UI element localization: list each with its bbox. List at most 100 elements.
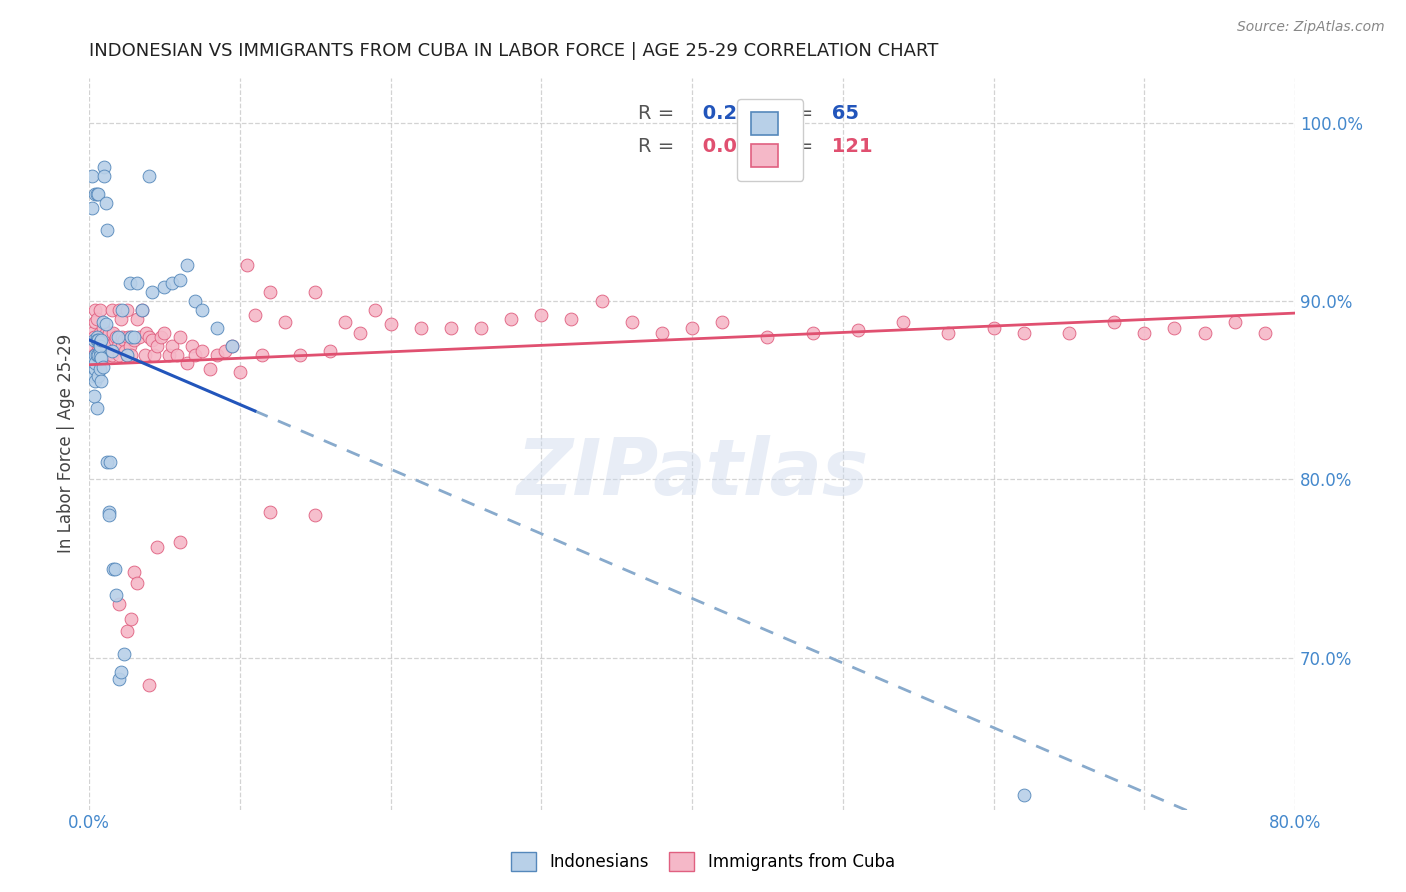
Point <box>229 365 252 379</box>
Point <box>112 333 135 347</box>
Point <box>87 333 110 347</box>
Point <box>111 302 134 317</box>
Point <box>100 347 122 361</box>
Point <box>86 347 108 361</box>
Text: N =: N = <box>776 103 820 122</box>
Point <box>86 311 108 326</box>
Point <box>983 320 1005 334</box>
Point <box>90 351 112 365</box>
Point <box>160 338 183 352</box>
Point <box>138 169 160 183</box>
Point <box>138 329 160 343</box>
Point <box>83 333 105 347</box>
Point <box>84 186 107 201</box>
Point <box>93 329 115 343</box>
Point <box>560 311 582 326</box>
Point <box>84 361 107 376</box>
Point <box>304 508 326 523</box>
Point <box>84 356 107 370</box>
Point <box>169 329 191 343</box>
Point <box>96 347 118 361</box>
Point <box>135 326 157 340</box>
Point <box>501 311 523 326</box>
Point <box>157 347 180 361</box>
Point <box>124 333 146 347</box>
Point <box>86 333 108 347</box>
Point <box>274 315 297 329</box>
Text: INDONESIAN VS IMMIGRANTS FROM CUBA IN LABOR FORCE | AGE 25-29 CORRELATION CHART: INDONESIAN VS IMMIGRANTS FROM CUBA IN LA… <box>89 42 938 60</box>
Point <box>440 320 463 334</box>
Point <box>108 302 131 317</box>
Point <box>243 308 266 322</box>
Point <box>191 302 214 317</box>
Point <box>118 338 141 352</box>
Point <box>83 351 105 365</box>
Point <box>86 333 108 347</box>
Point <box>96 454 118 468</box>
Point <box>936 326 959 340</box>
Point <box>111 329 134 343</box>
Point <box>141 285 163 299</box>
Point <box>87 368 110 383</box>
Point <box>96 329 118 343</box>
Point <box>141 333 163 347</box>
Text: N =: N = <box>776 137 820 156</box>
Point <box>115 302 138 317</box>
Point <box>96 222 118 236</box>
Point <box>1012 326 1035 340</box>
Point <box>94 326 117 340</box>
Point <box>183 293 205 308</box>
Point <box>84 347 107 361</box>
Point <box>103 562 125 576</box>
Point <box>117 329 139 343</box>
Point <box>86 401 108 415</box>
Point <box>100 302 122 317</box>
Point <box>530 308 553 322</box>
Point <box>87 347 110 361</box>
Point <box>89 351 111 365</box>
Text: ZIPatlas: ZIPatlas <box>516 435 868 511</box>
Point <box>107 338 129 352</box>
Point <box>205 320 228 334</box>
Point <box>93 160 115 174</box>
Point <box>89 334 111 349</box>
Point <box>83 368 105 383</box>
Point <box>335 315 357 329</box>
Point <box>364 302 387 317</box>
Point <box>1223 315 1246 329</box>
Text: 0.213: 0.213 <box>696 103 763 122</box>
Point <box>221 338 243 352</box>
Point <box>169 535 191 549</box>
Point <box>86 347 108 361</box>
Point <box>349 326 371 340</box>
Point <box>169 272 191 286</box>
Point <box>107 329 129 343</box>
Point <box>104 333 127 347</box>
Point <box>166 347 188 361</box>
Point <box>138 678 160 692</box>
Point <box>93 347 115 361</box>
Point <box>98 338 121 352</box>
Point <box>319 343 342 358</box>
Point <box>131 302 153 317</box>
Point <box>83 347 105 361</box>
Point <box>97 505 120 519</box>
Point <box>89 349 111 363</box>
Point <box>153 279 176 293</box>
Point <box>84 315 107 329</box>
Point <box>134 347 156 361</box>
Point <box>756 329 779 343</box>
Point <box>259 285 281 299</box>
Point <box>115 624 138 639</box>
Point <box>191 343 214 358</box>
Point <box>80 326 103 340</box>
Point <box>146 541 169 555</box>
Point <box>90 338 112 352</box>
Point <box>115 347 138 361</box>
Point <box>176 258 198 272</box>
Point <box>180 338 202 352</box>
Point <box>801 326 824 340</box>
Point <box>87 329 110 343</box>
Point <box>1102 315 1125 329</box>
Point <box>288 347 311 361</box>
